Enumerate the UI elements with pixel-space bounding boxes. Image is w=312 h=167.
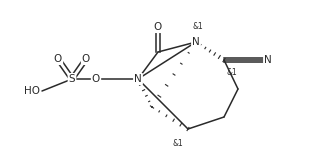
Text: N: N (192, 37, 200, 47)
Text: N: N (264, 55, 272, 65)
Text: &1: &1 (227, 67, 237, 76)
Text: O: O (92, 74, 100, 84)
Text: S: S (69, 74, 75, 84)
Text: N: N (134, 74, 142, 84)
Text: O: O (154, 22, 162, 32)
Text: O: O (82, 54, 90, 64)
Text: &1: &1 (193, 22, 203, 31)
Text: O: O (54, 54, 62, 64)
Text: HO: HO (24, 86, 40, 96)
Text: &1: &1 (173, 138, 183, 147)
